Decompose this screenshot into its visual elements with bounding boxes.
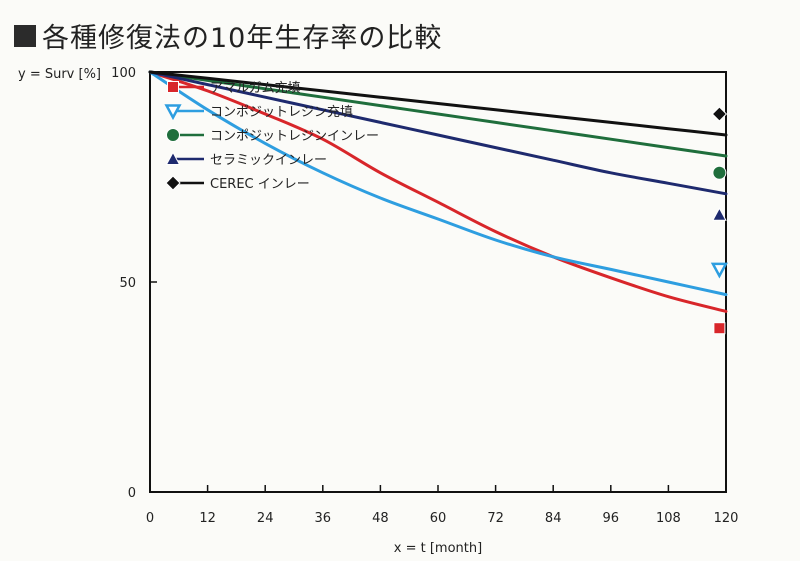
legend-label-2: コンポジットレジンインレー [210,129,379,144]
endpoint-marker-1 [710,262,728,279]
x-tick-label: 36 [315,511,332,526]
series-line-2 [148,70,728,158]
y-tick-label: 0 [128,486,136,501]
x-tick-label: 72 [487,511,504,526]
x-tick-label: 96 [603,511,620,526]
series-line-1 [148,70,728,297]
endpoint-markers [710,106,728,335]
chart-title: 各種修復法の10年生存率の比較 [14,16,442,55]
legend-marker-0 [167,81,179,93]
y-axis-label: y = Surv [%] [18,67,101,82]
x-tick-label: 0 [146,511,154,526]
series-lines [148,70,728,313]
x-tick-label: 84 [545,511,562,526]
legend-marker-1 [164,104,182,121]
chart-title-text: 各種修復法の10年生存率の比較 [42,23,443,54]
x-tick-label: 60 [430,511,447,526]
legend-marker-4 [165,175,181,191]
legend-marker-3 [165,151,181,165]
x-tick-label: 108 [656,511,681,526]
x-tick-label: 48 [372,511,389,526]
legend-marker-2 [166,128,180,142]
series-line-3 [148,70,728,196]
legend-label-4: CEREC インレー [210,177,310,192]
series-line-0 [148,70,728,313]
x-tick-label: 120 [714,511,739,526]
legend-label-0: アマルガム充填 [210,80,301,96]
endpoint-marker-0 [713,322,726,335]
x-tick-label: 24 [257,511,274,526]
y-tick-label: 50 [119,276,136,291]
legend: アマルガム充填コンポジットレジン充填コンポジットレジンインレーセラミックインレー… [164,80,379,192]
x-tick-label: 12 [199,511,216,526]
endpoint-marker-2 [712,165,727,180]
x-axis-label: x = t [month] [394,541,482,556]
y-tick-label: 100 [111,66,136,81]
axis-ticks: 0 12 24 36 48 60 72 84 96 108 120 0 50 100 [111,66,738,526]
legend-label-1: コンポジットレジン充填 [210,104,353,120]
legend-label-3: セラミックインレー [210,153,327,168]
title-square-icon [14,24,36,47]
endpoint-marker-4 [711,106,728,122]
endpoint-marker-3 [712,207,727,221]
series-line-4 [148,70,728,137]
